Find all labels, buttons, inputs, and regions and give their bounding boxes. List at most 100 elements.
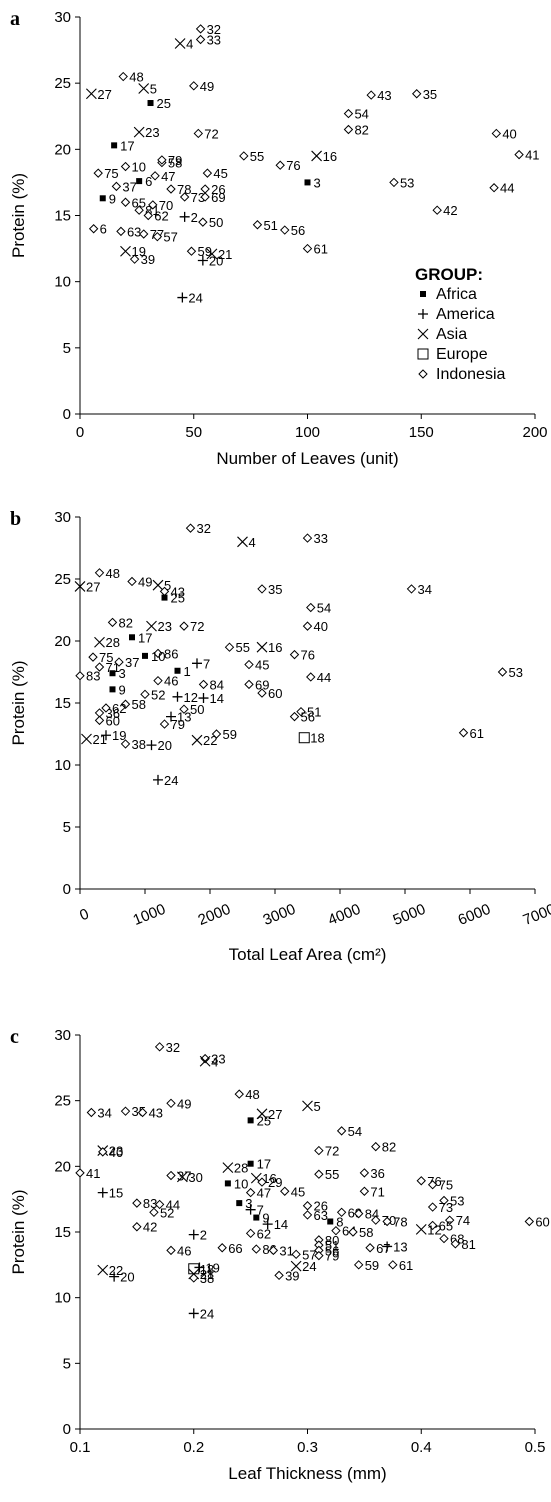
- marker-square: [248, 1117, 254, 1123]
- legend-entry-asia: Asia: [418, 326, 467, 343]
- marker-square: [129, 634, 135, 640]
- x-tick-label: 0.4: [411, 1439, 432, 1456]
- x-tick-label: 1000: [131, 901, 168, 929]
- point-label: 60: [535, 1214, 549, 1229]
- point-label: 50: [209, 215, 223, 230]
- x-axis-title: Leaf Thickness (mm): [228, 1464, 386, 1483]
- marker-diamond: [87, 1108, 95, 1116]
- point-label: 76: [301, 648, 315, 663]
- y-axis-title: Protein (%): [9, 173, 28, 258]
- marker-diamond: [122, 163, 130, 171]
- marker-plus: [98, 1188, 108, 1198]
- point-label: 34: [97, 1105, 111, 1120]
- data-point-73: 73: [429, 1200, 453, 1215]
- point-label: 75: [439, 1178, 453, 1193]
- data-point-18: 18: [299, 731, 324, 746]
- x-tick-label: 0.3: [297, 1439, 318, 1456]
- point-label: 25: [171, 591, 185, 606]
- marker-diamond: [315, 1170, 323, 1178]
- data-point-76: 76: [291, 648, 315, 663]
- data-point-63: 63: [304, 1208, 328, 1223]
- point-label: 24: [188, 291, 202, 306]
- data-point-2: 2: [189, 1228, 207, 1243]
- point-label: 37: [125, 655, 139, 670]
- point-label: 63: [314, 1208, 328, 1223]
- data-point-51: 51: [253, 218, 277, 233]
- x-tick-label: 100: [295, 424, 320, 441]
- data-point-40: 40: [99, 1145, 123, 1160]
- marker-diamond: [112, 182, 120, 190]
- point-label: 54: [354, 107, 368, 122]
- point-label: 46: [177, 1243, 191, 1258]
- data-point-25: 25: [248, 1113, 271, 1128]
- data-point-69: 69: [245, 677, 269, 692]
- legend-title: GROUP:: [415, 265, 483, 284]
- marker-square: [225, 1180, 231, 1186]
- point-label: 82: [354, 122, 368, 137]
- marker-x: [121, 246, 131, 256]
- y-tick-label: 15: [54, 1224, 71, 1241]
- marker-diamond: [218, 1244, 226, 1252]
- point-label: 9: [109, 191, 116, 206]
- data-point-37: 37: [112, 179, 136, 194]
- marker-diamond: [122, 198, 130, 206]
- point-label: 24: [302, 1259, 316, 1274]
- marker-diamond: [133, 1223, 141, 1231]
- marker-square: [236, 1200, 242, 1206]
- x-tick-label: 4000: [326, 901, 363, 929]
- marker-x: [95, 637, 105, 647]
- point-label: 45: [213, 166, 227, 181]
- point-label: 28: [234, 1161, 248, 1176]
- data-point-2: 2: [180, 210, 198, 225]
- data-point-17: 17: [111, 138, 134, 153]
- point-label: 52: [160, 1205, 174, 1220]
- marker-diamond: [360, 1169, 368, 1177]
- data-point-72: 72: [194, 126, 218, 141]
- data-point-27: 27: [86, 87, 111, 102]
- marker-diamond: [304, 1202, 312, 1210]
- data-point-32: 32: [156, 1040, 180, 1055]
- data-point-78: 78: [167, 182, 191, 197]
- marker-diamond: [76, 1169, 84, 1177]
- legend-label: Europe: [436, 346, 488, 363]
- point-label: 17: [138, 630, 152, 645]
- panel-letter: b: [10, 508, 21, 530]
- point-label: 7: [203, 656, 210, 671]
- data-points: 3233448549343543272554827223404117283730…: [76, 1040, 550, 1322]
- point-label: 54: [348, 1124, 362, 1139]
- point-label: 79: [168, 153, 182, 168]
- y-tick-label: 10: [54, 274, 71, 291]
- data-point-35: 35: [258, 582, 282, 597]
- marker-x: [134, 127, 144, 137]
- data-point-61: 61: [460, 726, 484, 741]
- marker-diamond: [167, 1172, 175, 1180]
- x-tick-label: 0.5: [525, 1439, 546, 1456]
- point-label: 48: [106, 566, 120, 581]
- data-point-82: 82: [344, 122, 368, 137]
- marker-diamond: [109, 618, 117, 626]
- point-label: 74: [456, 1213, 470, 1228]
- data-point-4: 4: [238, 535, 256, 550]
- data-point-53: 53: [499, 665, 523, 680]
- point-label: 51: [263, 218, 277, 233]
- y-axis-title: Protein (%): [9, 1189, 28, 1274]
- point-label: 2: [200, 1228, 207, 1243]
- point-label: 35: [423, 87, 437, 102]
- point-label: 78: [393, 1214, 407, 1229]
- data-point-21: 21: [82, 732, 107, 747]
- data-point-32: 32: [187, 521, 211, 536]
- data-point-33: 33: [197, 32, 221, 47]
- marker-diamond: [281, 226, 289, 234]
- panel-letter: a: [10, 8, 20, 30]
- point-label: 14: [274, 1217, 288, 1232]
- data-point-48: 48: [235, 1087, 259, 1102]
- point-label: 72: [325, 1144, 339, 1159]
- legend-entry-america: America: [418, 306, 495, 323]
- data-point-6: 6: [136, 174, 152, 189]
- data-point-42: 42: [433, 203, 457, 218]
- point-label: 83: [86, 669, 100, 684]
- point-label: 76: [286, 158, 300, 173]
- point-label: 81: [461, 1237, 475, 1252]
- point-label: 82: [119, 615, 133, 630]
- marker-diamond: [429, 1203, 437, 1211]
